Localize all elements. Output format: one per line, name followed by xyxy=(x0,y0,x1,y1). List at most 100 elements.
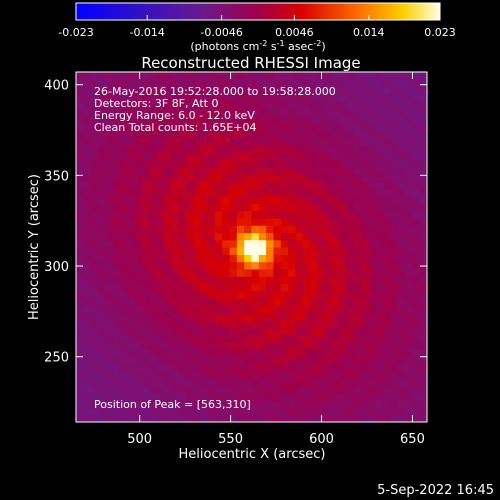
heatmap-cell xyxy=(112,130,121,139)
heatmap-cell xyxy=(90,356,99,365)
heatmap-cell xyxy=(353,232,362,241)
heatmap-cell xyxy=(127,298,136,306)
heatmap-cell xyxy=(229,312,238,321)
heatmap-cell xyxy=(346,312,355,321)
heatmap-cell xyxy=(295,225,304,234)
heatmap-cell xyxy=(251,137,260,146)
heatmap-cell xyxy=(105,407,114,416)
heatmap-cell xyxy=(83,217,92,226)
heatmap-cell xyxy=(127,334,136,343)
heatmap-cell xyxy=(112,101,121,110)
heatmap-cell xyxy=(76,159,84,168)
heatmap-cell xyxy=(97,203,106,212)
heatmap-cell xyxy=(119,181,128,190)
heatmap-cell xyxy=(361,210,370,219)
heatmap-cell xyxy=(390,414,399,422)
heatmap-cell xyxy=(280,166,289,175)
heatmap-cell xyxy=(375,225,384,234)
heatmap-cell xyxy=(375,174,384,182)
heatmap-cell xyxy=(222,210,231,219)
heatmap-cell xyxy=(251,370,260,379)
heatmap-cell xyxy=(419,217,427,226)
heatmap-cell xyxy=(236,341,245,350)
heatmap-cell xyxy=(419,144,427,153)
heatmap-cell xyxy=(76,101,84,110)
heatmap-cell xyxy=(251,268,260,277)
heatmap-cell xyxy=(295,79,304,88)
heatmap-cell xyxy=(127,261,136,270)
heatmap-cell xyxy=(229,319,238,328)
heatmap-cell xyxy=(105,144,114,153)
heatmap-cell xyxy=(383,210,392,219)
heatmap-cell xyxy=(412,341,421,350)
heatmap-cell xyxy=(251,115,260,124)
heatmap-cell xyxy=(361,305,370,314)
heatmap-cell xyxy=(397,298,406,306)
heatmap-cell xyxy=(185,298,194,306)
heatmap-cell xyxy=(324,283,333,292)
heatmap-cell xyxy=(214,341,223,350)
heatmap-cell xyxy=(390,203,399,212)
heatmap-cell xyxy=(119,108,128,117)
heatmap-cell xyxy=(361,79,370,88)
heatmap-cell xyxy=(222,254,231,263)
heatmap-cell xyxy=(163,203,172,212)
heatmap-cell xyxy=(112,159,121,168)
heatmap-cell xyxy=(178,137,187,146)
heatmap-cell xyxy=(207,392,216,401)
heatmap-cell xyxy=(90,327,99,336)
heatmap-cell xyxy=(317,217,326,226)
heatmap-cell xyxy=(156,159,165,168)
heatmap-cell xyxy=(97,72,106,80)
heatmap-cell xyxy=(361,407,370,416)
heatmap-cell xyxy=(185,305,194,314)
heatmap-cell xyxy=(171,400,179,409)
heatmap-cell xyxy=(200,144,209,153)
heatmap-cell xyxy=(310,144,318,153)
heatmap-cell xyxy=(339,232,348,241)
heatmap-cell xyxy=(127,290,136,299)
heatmap-cell xyxy=(149,312,158,321)
heatmap-cell xyxy=(127,72,136,80)
heatmap-cell xyxy=(302,181,311,190)
heatmap-cell xyxy=(412,210,421,219)
heatmap-cell xyxy=(134,378,143,387)
heatmap-cell xyxy=(119,86,128,95)
heatmap-cell xyxy=(222,188,231,197)
heatmap-cell xyxy=(83,356,92,365)
heatmap-cell xyxy=(419,407,427,416)
heatmap-cell xyxy=(119,254,128,263)
heatmap-cell xyxy=(295,159,304,168)
heatmap-cell xyxy=(331,123,340,131)
heatmap-cell xyxy=(346,378,355,387)
heatmap-cell xyxy=(295,312,304,321)
heatmap-cell xyxy=(141,239,150,248)
heatmap-cell xyxy=(119,268,128,277)
heatmap-cell xyxy=(127,312,136,321)
heatmap-cell xyxy=(149,414,158,422)
heatmap-cell xyxy=(368,305,377,314)
heatmap-cell xyxy=(361,414,370,422)
heatmap-cell xyxy=(163,407,172,416)
heatmap-cell xyxy=(141,334,150,343)
heatmap-cell xyxy=(302,101,311,110)
heatmap-cell xyxy=(200,407,209,416)
heatmap-cell xyxy=(171,370,179,379)
heatmap-cell xyxy=(375,305,384,314)
heatmap-cell xyxy=(266,268,275,277)
heatmap-cell xyxy=(273,79,282,88)
heatmap-cell xyxy=(361,195,370,204)
heatmap-cell xyxy=(163,239,172,248)
heatmap-cell xyxy=(97,370,106,379)
heatmap-cell xyxy=(112,195,121,204)
heatmap-cell xyxy=(331,115,340,124)
heatmap-cell xyxy=(193,181,201,190)
heatmap-cell xyxy=(288,195,296,204)
heatmap-cell xyxy=(280,407,289,416)
heatmap-cell xyxy=(361,327,370,336)
heatmap-cell xyxy=(258,123,267,131)
heatmap-cell xyxy=(346,188,355,197)
heatmap-cell xyxy=(90,276,99,285)
heatmap-cell xyxy=(310,349,318,357)
heatmap-cell xyxy=(185,392,194,401)
